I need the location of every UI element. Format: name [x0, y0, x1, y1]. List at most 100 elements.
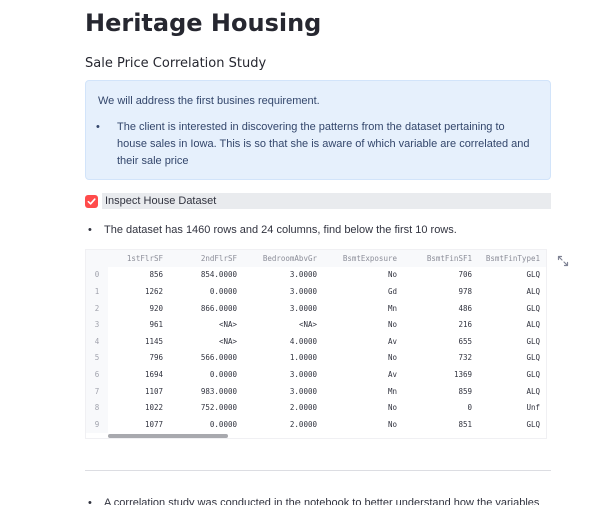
table-row: 0 856 854.0000 3.0000 No 706 GLQ	[86, 266, 546, 284]
table-cell[interactable]: 0	[467, 403, 472, 413]
table-cell[interactable]: 983.0000	[200, 386, 237, 396]
row-index: 7	[86, 382, 108, 400]
table-cell[interactable]: 1262	[144, 286, 163, 296]
table-cell[interactable]: 3.0000	[289, 303, 317, 313]
table-row: 5 796 566.0000 1.0000 No 732 GLQ	[86, 349, 546, 367]
inspect-dataset-checkbox[interactable]: Inspect House Dataset	[85, 193, 551, 209]
table-cell[interactable]: No	[387, 403, 397, 413]
table-cell[interactable]: Mn	[387, 303, 397, 313]
table-cell[interactable]: Unf	[526, 403, 540, 413]
column-header[interactable]: 2ndFlrSF	[200, 253, 237, 263]
table-cell[interactable]: 920	[149, 303, 163, 313]
table-cell[interactable]: 3.0000	[289, 386, 317, 396]
table-cell[interactable]: 3.0000	[289, 270, 317, 280]
table-cell[interactable]: Av	[387, 369, 397, 379]
table-cell[interactable]: 854.0000	[200, 270, 237, 280]
dataframe-viewer[interactable]: 1stFlrSF 2ndFlrSF BedroomAbvGr BsmtExpos…	[85, 249, 547, 439]
table-cell[interactable]: No	[387, 419, 397, 429]
table-cell[interactable]: ALQ	[526, 320, 540, 330]
table-cell[interactable]: 655	[458, 336, 472, 346]
table-cell[interactable]: 1.0000	[289, 353, 317, 363]
page-subtitle: Sale Price Correlation Study	[85, 56, 267, 71]
table-cell[interactable]: 3.0000	[289, 286, 317, 296]
table-cell[interactable]: 859	[458, 386, 472, 396]
table-cell[interactable]: <NA>	[218, 320, 237, 330]
table-cell[interactable]: 978	[458, 286, 472, 296]
dataframe-body: 0 856 854.0000 3.0000 No 706 GLQ 1 1262 0.0000 3.0…	[86, 266, 546, 433]
table-row: 1 1262 0.0000 3.0000 Gd 978 ALQ	[86, 283, 546, 300]
table-cell[interactable]: GLQ	[526, 419, 540, 429]
checkbox-checked[interactable]	[85, 194, 98, 208]
table-cell[interactable]: No	[387, 270, 397, 280]
info-bullet-dot: •	[96, 121, 100, 133]
table-cell[interactable]: 1077	[144, 419, 163, 429]
table-cell[interactable]: 866.0000	[200, 303, 237, 313]
table-cell[interactable]: ALQ	[526, 286, 540, 296]
table-cell[interactable]: <NA>	[218, 336, 237, 346]
correlation-note: A correlation study was conducted in the…	[104, 497, 540, 505]
table-cell[interactable]: GLQ	[526, 303, 540, 313]
table-cell[interactable]: 1694	[144, 369, 163, 379]
table-cell[interactable]: ALQ	[526, 386, 540, 396]
row-index: 2	[86, 299, 108, 317]
table-cell[interactable]: 1145	[144, 336, 163, 346]
table-row: 2 920 866.0000 3.0000 Mn 486 GLQ	[86, 299, 546, 317]
table-cell[interactable]: 566.0000	[200, 353, 237, 363]
table-cell[interactable]: 0.0000	[209, 369, 237, 379]
table-cell[interactable]: No	[387, 353, 397, 363]
table-cell[interactable]: 2.0000	[289, 403, 317, 413]
info-alert: We will address the first busines requir…	[85, 80, 551, 180]
horizontal-scrollbar[interactable]	[108, 434, 228, 438]
row-index: 0	[86, 266, 108, 284]
column-header[interactable]: BsmtFinType1	[485, 253, 540, 263]
table-cell[interactable]: 851	[458, 419, 472, 429]
row-index: 4	[86, 332, 108, 350]
table-cell[interactable]: GLQ	[526, 369, 540, 379]
table-cell[interactable]: 0.0000	[209, 419, 237, 429]
table-row: 3 961 <NA> <NA> No 216 ALQ	[86, 316, 546, 333]
checkbox-label[interactable]: Inspect House Dataset	[102, 193, 551, 209]
table-cell[interactable]: 856	[149, 270, 163, 280]
table-cell[interactable]: 216	[458, 320, 472, 330]
table-row: 4 1145 <NA> 4.0000 Av 655 GLQ	[86, 332, 546, 350]
table-cell[interactable]: 732	[458, 353, 472, 363]
table-row: 7 1107 983.0000 3.0000 Mn 859 ALQ	[86, 382, 546, 400]
row-index: 5	[86, 349, 108, 367]
table-row: 8 1022 752.0000 2.0000 No 0 Unf	[86, 399, 546, 416]
table-cell[interactable]: 1369	[453, 369, 472, 379]
table-cell[interactable]: 796	[149, 353, 163, 363]
table-cell[interactable]: GLQ	[526, 353, 540, 363]
dataframe-header-row: 1stFlrSF 2ndFlrSF BedroomAbvGr BsmtExpos…	[86, 250, 546, 267]
table-cell[interactable]: GLQ	[526, 270, 540, 280]
table-cell[interactable]: 3.0000	[289, 369, 317, 379]
column-header[interactable]: BsmtExposure	[342, 253, 397, 263]
table-cell[interactable]: No	[387, 320, 397, 330]
table-cell[interactable]: 2.0000	[289, 419, 317, 429]
table-cell[interactable]: Av	[387, 336, 397, 346]
bullet-dot: •	[88, 497, 92, 505]
table-cell[interactable]: 1107	[144, 386, 163, 396]
expand-arrows-icon	[557, 255, 569, 267]
table-cell[interactable]: 752.0000	[200, 403, 237, 413]
table-cell[interactable]: 961	[149, 320, 163, 330]
table-cell[interactable]: Mn	[387, 386, 397, 396]
table-cell[interactable]: Gd	[387, 286, 397, 296]
table-cell[interactable]: 486	[458, 303, 472, 313]
row-index: 9	[86, 415, 108, 433]
fullscreen-button[interactable]	[556, 254, 570, 268]
table-cell[interactable]: 706	[458, 270, 472, 280]
table-cell[interactable]: 4.0000	[289, 336, 317, 346]
row-index: 8	[86, 399, 108, 416]
table-cell[interactable]: <NA>	[298, 320, 317, 330]
table-cell[interactable]: 0.0000	[209, 286, 237, 296]
info-intro-text: We will address the first busines requir…	[98, 95, 320, 107]
bullet-dot: •	[88, 224, 92, 236]
column-header[interactable]: BsmtFinSF1	[426, 253, 472, 263]
column-header[interactable]: BedroomAbvGr	[262, 253, 317, 263]
table-cell[interactable]: 1022	[144, 403, 163, 413]
dataset-note: The dataset has 1460 rows and 24 columns…	[104, 224, 457, 236]
table-cell[interactable]: GLQ	[526, 336, 540, 346]
column-header[interactable]: 1stFlrSF	[126, 253, 163, 263]
row-index: 1	[86, 283, 108, 300]
dataframe-table: 1stFlrSF 2ndFlrSF BedroomAbvGr BsmtExpos…	[86, 250, 546, 433]
